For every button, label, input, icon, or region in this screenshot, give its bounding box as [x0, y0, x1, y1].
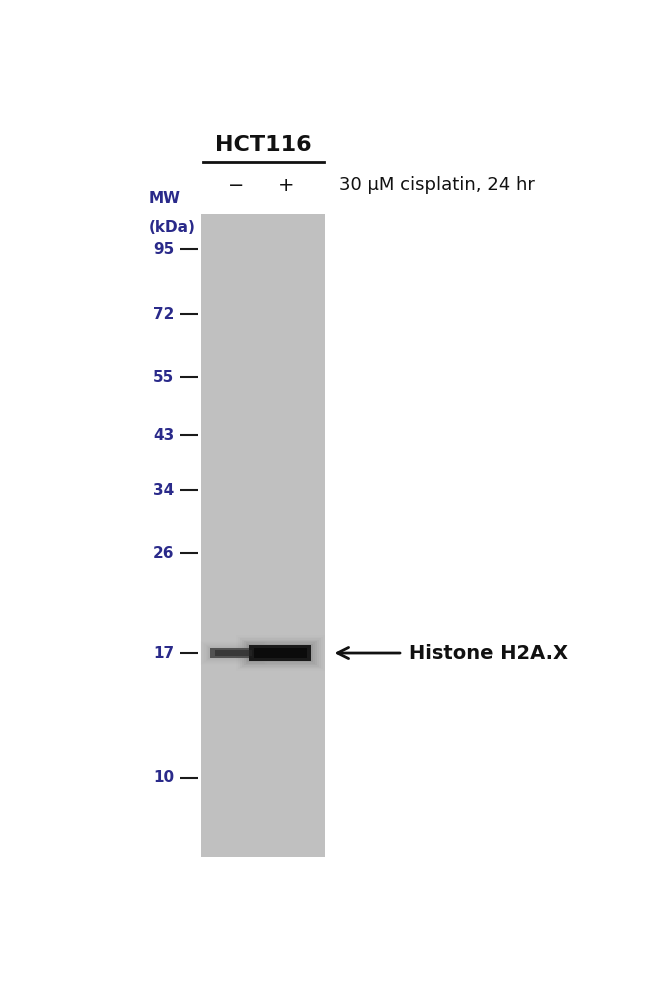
- Text: 43: 43: [153, 428, 174, 442]
- Bar: [200, 641, 266, 665]
- Bar: [250, 645, 311, 661]
- Text: 17: 17: [153, 645, 174, 660]
- Text: 95: 95: [153, 241, 174, 257]
- Bar: [210, 647, 256, 658]
- Text: −: −: [228, 176, 244, 195]
- Bar: [203, 643, 264, 663]
- Text: 10: 10: [153, 770, 174, 785]
- Text: +: +: [278, 176, 294, 195]
- Bar: [202, 642, 265, 664]
- Bar: [210, 647, 256, 658]
- Bar: [238, 637, 323, 669]
- Text: 26: 26: [153, 545, 174, 561]
- Text: HCT116: HCT116: [215, 134, 312, 155]
- Bar: [250, 645, 311, 661]
- Text: (kDa): (kDa): [149, 220, 196, 235]
- Text: 30 μM cisplatin, 24 hr: 30 μM cisplatin, 24 hr: [339, 177, 535, 194]
- Bar: [246, 643, 315, 663]
- Bar: [202, 214, 326, 857]
- Bar: [254, 648, 307, 657]
- Text: MW: MW: [149, 191, 181, 206]
- Text: 34: 34: [153, 483, 174, 497]
- Text: Histone H2A.X: Histone H2A.X: [409, 644, 568, 662]
- Bar: [242, 640, 319, 666]
- Bar: [240, 638, 321, 668]
- Bar: [248, 644, 313, 662]
- Bar: [204, 644, 262, 662]
- Bar: [236, 636, 325, 671]
- Bar: [207, 645, 259, 660]
- Bar: [205, 645, 261, 661]
- Bar: [214, 650, 252, 655]
- Bar: [244, 641, 317, 665]
- Bar: [209, 646, 258, 659]
- Text: 72: 72: [153, 307, 174, 322]
- Text: 55: 55: [153, 370, 174, 385]
